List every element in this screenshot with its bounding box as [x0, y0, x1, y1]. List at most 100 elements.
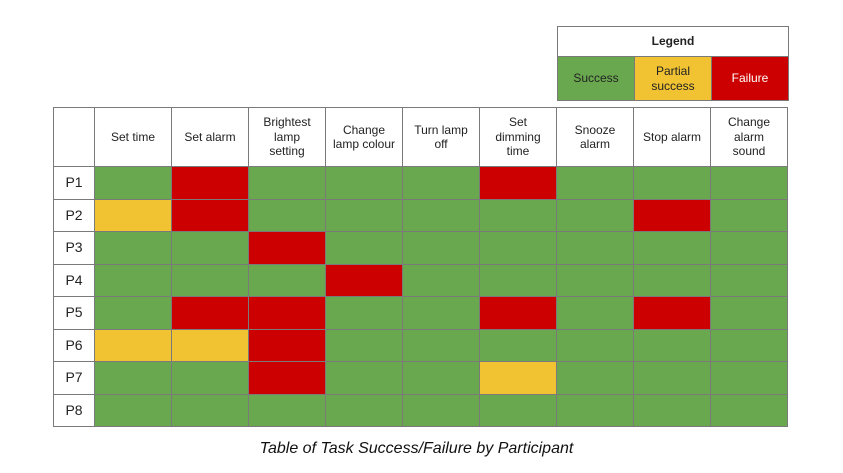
status-cell [633, 231, 711, 265]
legend-item-text: Success [573, 71, 619, 86]
status-cell [402, 231, 480, 265]
status-cell [248, 296, 326, 330]
column-header-text: Set dimming time [495, 115, 541, 159]
status-cell [171, 393, 249, 427]
legend-item: Success [557, 56, 635, 101]
status-cell [325, 361, 403, 395]
status-cell [171, 166, 249, 200]
row-label-text: P4 [65, 271, 83, 288]
caption: Table of Task Success/Failure by Partici… [259, 440, 574, 457]
status-cell [710, 166, 788, 200]
status-cell [402, 328, 480, 362]
status-cell [94, 393, 172, 427]
status-cell [479, 198, 557, 232]
row-label: P8 [53, 393, 95, 427]
status-cell [248, 166, 326, 200]
column-header: Change lamp colour [325, 107, 403, 167]
row-label: P1 [53, 166, 95, 200]
status-cell [248, 231, 326, 265]
status-cell [325, 198, 403, 232]
status-cell [325, 296, 403, 330]
status-cell [94, 296, 172, 330]
status-cell [633, 198, 711, 232]
status-cell [325, 263, 403, 297]
status-cell [633, 263, 711, 297]
status-cell [248, 328, 326, 362]
column-header: Turn lamp off [402, 107, 480, 167]
status-cell [248, 263, 326, 297]
status-cell [479, 361, 557, 395]
column-header-text: Turn lamp off [414, 122, 468, 151]
row-label: P5 [53, 296, 95, 330]
status-cell [402, 393, 480, 427]
column-header-text: Set alarm [184, 129, 236, 144]
status-cell [325, 393, 403, 427]
status-cell [402, 361, 480, 395]
column-header: Brightest lamp setting [248, 107, 326, 167]
status-cell [248, 198, 326, 232]
status-cell [325, 231, 403, 265]
row-label: P7 [53, 361, 95, 395]
status-cell [556, 198, 634, 232]
status-cell [94, 328, 172, 362]
column-header-text: Snooze alarm [574, 122, 616, 151]
status-cell [710, 296, 788, 330]
status-cell [402, 166, 480, 200]
legend-title: Legend [557, 26, 789, 57]
row-label-text: P6 [65, 336, 83, 353]
status-cell [556, 296, 634, 330]
row-label: P3 [53, 231, 95, 265]
row-label-text: P8 [65, 401, 83, 418]
row-label-text: P2 [65, 206, 83, 223]
status-cell [94, 166, 172, 200]
status-cell [94, 198, 172, 232]
row-label: P4 [53, 263, 95, 297]
column-header: Set dimming time [479, 107, 557, 167]
status-cell [710, 263, 788, 297]
column-header: Change alarm sound [710, 107, 788, 167]
row-label: P2 [53, 198, 95, 232]
row-label-text: P7 [65, 369, 83, 386]
row-label-text: P1 [65, 174, 83, 191]
status-cell [479, 231, 557, 265]
legend-title-text: Legend [651, 34, 695, 49]
status-cell [94, 263, 172, 297]
column-header-text: Change alarm sound [727, 115, 771, 159]
status-cell [248, 361, 326, 395]
header-corner [53, 107, 95, 167]
status-cell [479, 393, 557, 427]
status-cell [479, 296, 557, 330]
status-cell [633, 361, 711, 395]
status-cell [171, 296, 249, 330]
status-cell [633, 393, 711, 427]
status-cell [171, 198, 249, 232]
status-cell [556, 393, 634, 427]
row-label-text: P5 [65, 304, 83, 321]
status-cell [556, 231, 634, 265]
legend-item: Failure [711, 56, 789, 101]
status-cell [171, 361, 249, 395]
status-cell [633, 296, 711, 330]
status-cell [171, 263, 249, 297]
status-cell [556, 166, 634, 200]
status-cell [248, 393, 326, 427]
status-cell [633, 328, 711, 362]
legend-item-text: Partial success [651, 64, 695, 93]
status-cell [633, 166, 711, 200]
column-header-text: Brightest lamp setting [263, 115, 311, 159]
status-cell [710, 393, 788, 427]
status-cell [402, 296, 480, 330]
status-cell [556, 328, 634, 362]
status-cell [325, 328, 403, 362]
status-cell [479, 328, 557, 362]
column-header-text: Stop alarm [642, 129, 702, 144]
legend-item: Partial success [634, 56, 712, 101]
column-header-text: Change lamp colour [332, 122, 396, 151]
row-label: P6 [53, 328, 95, 362]
status-cell [710, 231, 788, 265]
status-cell [710, 328, 788, 362]
status-cell [479, 263, 557, 297]
column-header: Set time [94, 107, 172, 167]
status-cell [325, 166, 403, 200]
column-header: Stop alarm [633, 107, 711, 167]
